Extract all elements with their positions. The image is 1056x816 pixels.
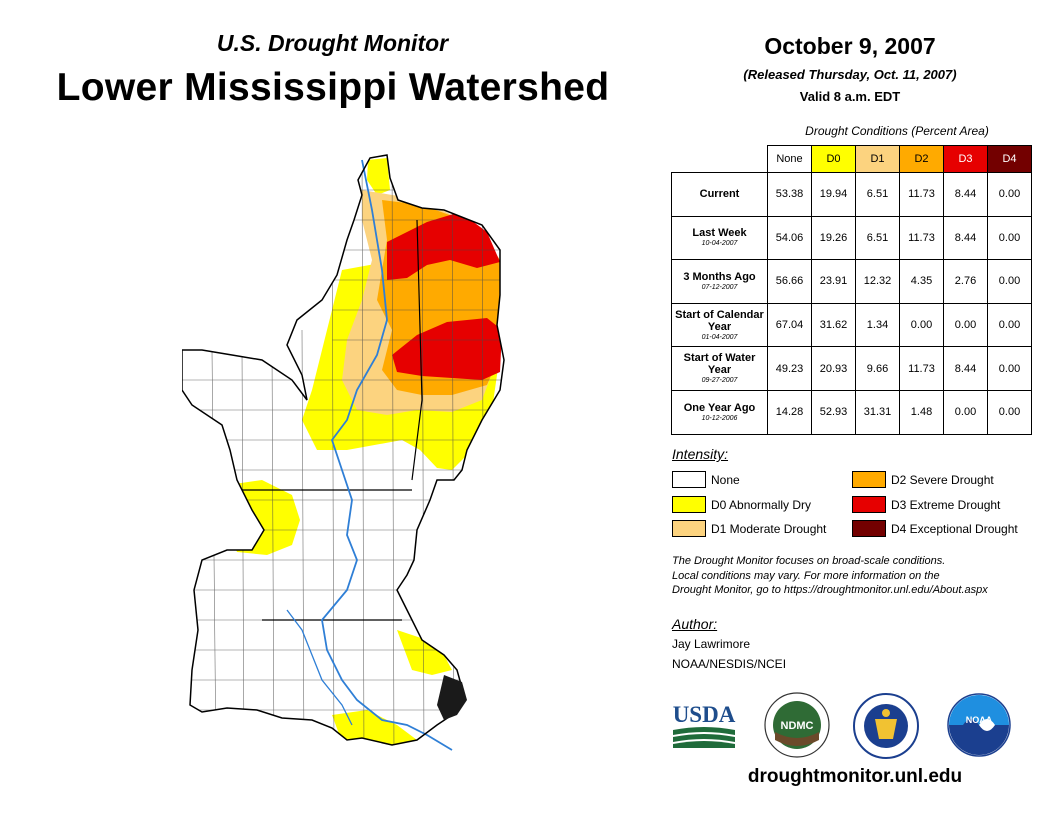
table-cell: 19.26 (811, 215, 856, 261)
table-cell: 12.32 (855, 259, 900, 304)
row-header: Start of Calendar Year 01-04-2007 (671, 302, 768, 348)
release-date: (Released Thursday, Oct. 11, 2007) (743, 67, 957, 82)
table-cell: 31.62 (811, 302, 856, 348)
atchafalaya-river (286, 609, 353, 726)
table-cell: 0.00 (987, 389, 1032, 435)
commerce-seal-logo (853, 693, 919, 759)
watershed-outline (182, 154, 505, 746)
legend-swatch-none (672, 471, 706, 488)
table-cell: 11.73 (899, 346, 944, 391)
table-caption: Drought Conditions (Percent Area) (805, 124, 989, 138)
map-subtitle: U.S. Drought Monitor (216, 30, 449, 56)
table-cell: 8.44 (943, 346, 988, 391)
drought-map (182, 154, 505, 751)
table-cell: 1.48 (899, 389, 944, 435)
valid-time: Valid 8 a.m. EDT (799, 89, 901, 104)
mississippi-river (321, 159, 453, 751)
legend-swatch-d4 (852, 520, 886, 537)
legend-swatch-d2 (852, 471, 886, 488)
col-header-d4: D4 (987, 145, 1032, 173)
col-header-d3: D3 (943, 145, 988, 173)
noaa-logo: NOAA (947, 693, 1011, 757)
legend-swatch-d3 (852, 496, 886, 513)
table-cell: 0.00 (943, 389, 988, 435)
row-header: 3 Months Ago 07-12-2007 (671, 259, 768, 304)
legend-item-d2: D2 Severe Drought (852, 471, 994, 488)
row-header: Last Week 10-04-2007 (671, 215, 768, 261)
svg-text:USDA: USDA (673, 702, 736, 727)
drought-conditions-table: None D0 D1 D2 D3 D4 Current 53.38 19.94 6.5… (671, 145, 1032, 435)
table-cell: 31.31 (855, 389, 900, 435)
table-cell: 56.66 (767, 259, 812, 304)
table-cell: 0.00 (987, 302, 1032, 348)
legend-item-d3: D3 Extreme Drought (852, 496, 1000, 513)
table-cell: 0.00 (987, 346, 1032, 391)
map-date: October 9, 2007 (764, 33, 936, 59)
col-header-d1: D1 (855, 145, 900, 173)
legend-swatch-d1 (672, 520, 706, 537)
table-cell: 6.51 (855, 172, 900, 217)
legend-item-d1: D1 Moderate Drought (672, 520, 826, 537)
author-label: Author: (672, 616, 718, 632)
table-cell: 53.38 (767, 172, 812, 217)
table-header-row: None D0 D1 D2 D3 D4 (672, 145, 1032, 173)
table-cell: 54.06 (767, 215, 812, 261)
table-row: Start of Calendar Year 01-04-2007 67.04 31.… (671, 302, 1032, 348)
d3-area-south (392, 318, 502, 380)
table-cell: 0.00 (943, 302, 988, 348)
row-header: One Year Ago 10-12-2006 (671, 389, 768, 435)
table-cell: 0.00 (987, 172, 1032, 217)
table-cell: 9.66 (855, 346, 900, 391)
table-row: Start of Water Year 09-27-2007 49.23 20.93 9… (671, 346, 1032, 391)
author-name: Jay Lawrimore (672, 637, 751, 651)
table-cell: 20.93 (811, 346, 856, 391)
author-org: NOAA/NESDIS/NCEI (672, 657, 787, 671)
d0-area-southeast (397, 630, 452, 675)
table-cell: 23.91 (811, 259, 856, 304)
table-row: One Year Ago 10-12-2006 14.28 52.93 31.31 1.4… (671, 389, 1032, 435)
col-header-d2: D2 (899, 145, 944, 173)
col-header-d0: D0 (811, 145, 856, 173)
legend-title: Intensity: (672, 446, 729, 462)
table-cell: 49.23 (767, 346, 812, 391)
usda-logo: USDA (673, 702, 736, 748)
table-cell: 11.73 (899, 172, 944, 217)
row-header: Current (671, 172, 768, 217)
table-row: Current 53.38 19.94 6.51 11.73 8.44 0.00 (671, 172, 1032, 217)
table-cell: 6.51 (855, 215, 900, 261)
col-header-none: None (767, 145, 812, 173)
svg-text:NOAA: NOAA (966, 715, 993, 725)
coastal-marsh (437, 675, 467, 720)
table-cell: 0.00 (899, 302, 944, 348)
d0-area-top (367, 158, 390, 195)
row-header: Start of Water Year 09-27-2007 (671, 346, 768, 391)
legend-swatch-d0 (672, 496, 706, 513)
table-cell: 14.28 (767, 389, 812, 435)
legend-item-d0: D0 Abnormally Dry (672, 496, 811, 513)
table-cell: 2.76 (943, 259, 988, 304)
table-cell: 0.00 (987, 215, 1032, 261)
legend-item-d4: D4 Exceptional Drought (852, 520, 1018, 537)
table-cell: 19.94 (811, 172, 856, 217)
table-cell: 0.00 (987, 259, 1032, 304)
svg-text:NDMC: NDMC (781, 720, 814, 732)
table-cell: 4.35 (899, 259, 944, 304)
table-cell: 67.04 (767, 302, 812, 348)
table-cell: 11.73 (899, 215, 944, 261)
d3-area-north (387, 212, 500, 280)
website-link[interactable]: droughtmonitor.unl.edu (747, 766, 963, 787)
disclaimer-note: The Drought Monitor focuses on broad-sca… (672, 555, 988, 596)
table-cell: 8.44 (943, 215, 988, 261)
table-cell: 52.93 (811, 389, 856, 435)
table-row: 3 Months Ago 07-12-2007 56.66 23.91 12.32 4.3… (671, 259, 1032, 304)
table-row: Last Week 10-04-2007 54.06 19.26 6.51 11.73 8.… (671, 215, 1032, 261)
legend-item-none: None (672, 471, 740, 488)
ndmc-logo: NDMC (764, 692, 830, 758)
map-title: Lower Mississippi Watershed (56, 66, 610, 109)
table-cell: 8.44 (943, 172, 988, 217)
table-cell: 1.34 (855, 302, 900, 348)
